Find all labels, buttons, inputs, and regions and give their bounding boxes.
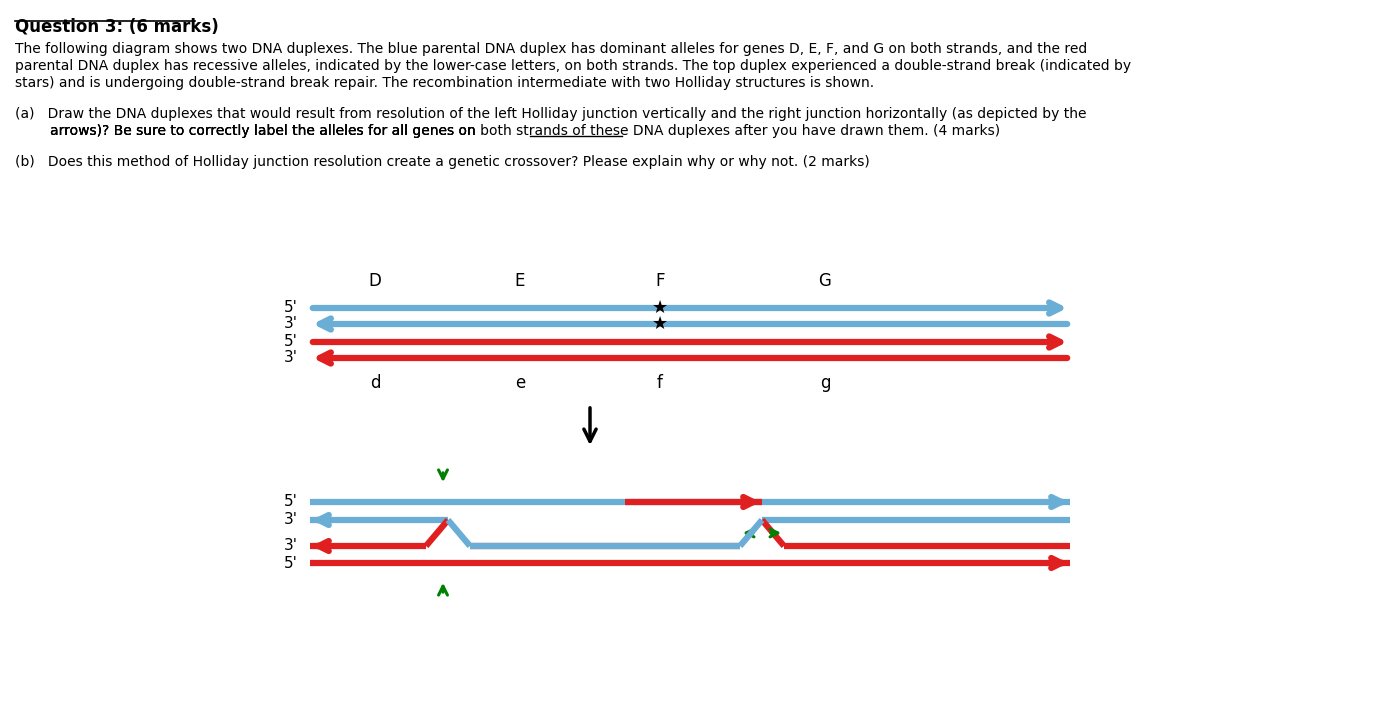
Text: (a)   Draw the DNA duplexes that would result from resolution of the left Hollid: (a) Draw the DNA duplexes that would res…	[15, 107, 1087, 121]
Text: e: e	[515, 374, 525, 392]
Text: 3': 3'	[285, 513, 299, 528]
Text: ★: ★	[651, 299, 668, 317]
Text: E: E	[515, 272, 525, 290]
Text: 3': 3'	[285, 317, 299, 332]
Text: arrows)? Be sure to correctly label the alleles for all genes on both strands of: arrows)? Be sure to correctly label the …	[15, 124, 1000, 138]
Text: arrows)? Be sure to correctly label the alleles for all genes on: arrows)? Be sure to correctly label the …	[15, 124, 476, 138]
Text: 3': 3'	[285, 351, 299, 366]
Text: 5': 5'	[285, 555, 299, 570]
Text: F: F	[656, 272, 665, 290]
Text: D: D	[368, 272, 381, 290]
Text: ★: ★	[651, 315, 668, 333]
Text: (b)   Does this method of Holliday junction resolution create a genetic crossove: (b) Does this method of Holliday junctio…	[15, 155, 869, 169]
Text: The following diagram shows two DNA duplexes. The blue parental DNA duplex has d: The following diagram shows two DNA dupl…	[15, 42, 1087, 56]
Text: 5': 5'	[285, 300, 299, 315]
Text: 3': 3'	[285, 538, 299, 553]
Text: Question 3: (6 marks): Question 3: (6 marks)	[15, 18, 219, 36]
Text: G: G	[819, 272, 831, 290]
Text: parental DNA duplex has recessive alleles, indicated by the lower-case letters, : parental DNA duplex has recessive allele…	[15, 59, 1131, 73]
Text: 5': 5'	[285, 334, 299, 349]
Text: f: f	[657, 374, 663, 392]
Text: stars) and is undergoing double-strand break repair. The recombination intermedi: stars) and is undergoing double-strand b…	[15, 76, 875, 90]
Text: g: g	[820, 374, 830, 392]
Text: 5': 5'	[285, 495, 299, 510]
Text: arrows)? Be sure to correctly label the alleles for all genes on: arrows)? Be sure to correctly label the …	[15, 124, 476, 138]
Text: d: d	[370, 374, 381, 392]
